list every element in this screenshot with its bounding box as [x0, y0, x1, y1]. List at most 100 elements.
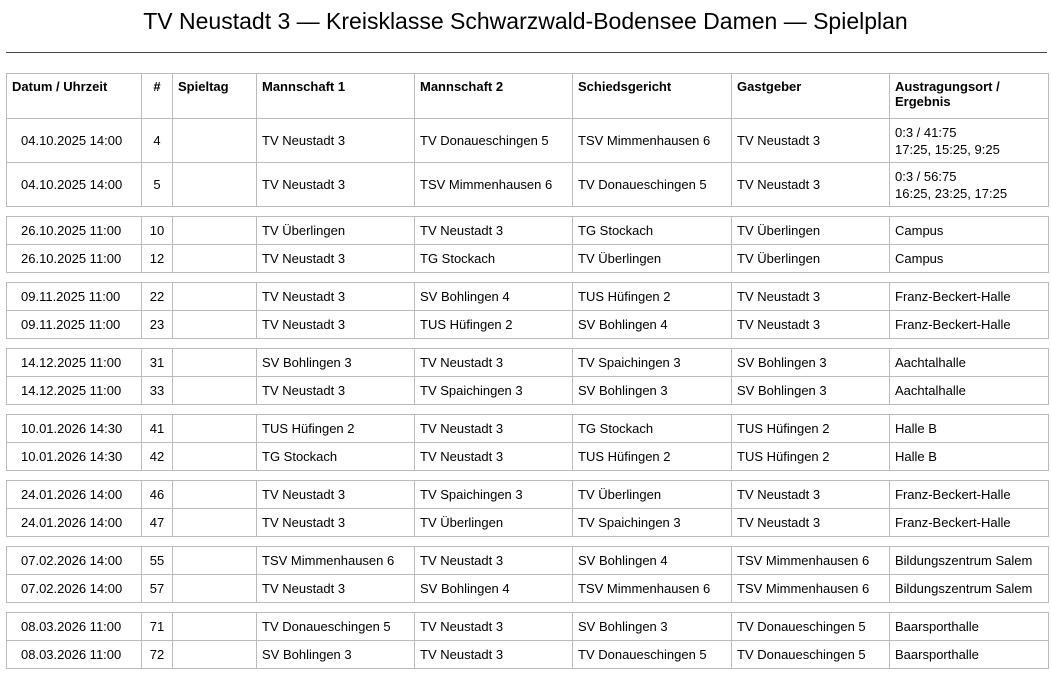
venue-result-cell: Campus: [889, 244, 1049, 273]
match-number-cell: 22: [141, 282, 173, 311]
result-sets: 0:3 / 56:75: [895, 168, 957, 184]
team-2-cell: TV Neustadt 3: [414, 640, 573, 669]
matchday-cell: [172, 640, 257, 669]
referee-cell: TG Stockach: [572, 216, 732, 245]
date-time-cell: 14.12.2025 11:00: [6, 348, 142, 377]
host-cell: TV Überlingen: [731, 216, 890, 245]
referee-cell: TSV Mimmenhausen 6: [572, 118, 732, 163]
team-1-cell: TG Stockach: [256, 442, 415, 471]
referee-cell: SV Bohlingen 3: [572, 612, 732, 641]
referee-cell: TV Spaichingen 3: [572, 508, 732, 537]
venue-result-cell: Baarsporthalle: [889, 612, 1049, 641]
matchday-cell: [172, 282, 257, 311]
referee-cell: TV Donaueschingen 5: [572, 640, 732, 669]
date-time-cell: 24.01.2026 14:00: [6, 480, 142, 509]
venue-result-cell: Franz-Beckert-Halle: [889, 508, 1049, 537]
team-1-cell: TV Neustadt 3: [256, 244, 415, 273]
table-row: 10.01.2026 14:30 41 TUS Hüfingen 2 TV Neust…: [6, 414, 1049, 443]
table-row: 08.03.2026 11:00 72 SV Bohlingen 3 TV Neust…: [6, 640, 1049, 669]
table-row: 14.12.2025 11:00 31 SV Bohlingen 3 TV Neust…: [6, 348, 1049, 377]
referee-cell: TV Überlingen: [572, 244, 732, 273]
referee-cell: SV Bohlingen 4: [572, 546, 732, 575]
match-number-cell: 23: [141, 310, 173, 339]
host-cell: TV Donaueschingen 5: [731, 640, 890, 669]
team-1-cell: TV Donaueschingen 5: [256, 612, 415, 641]
matchday-cell: [172, 574, 257, 603]
match-number-cell: 4: [141, 118, 173, 163]
host-cell: TV Neustadt 3: [731, 480, 890, 509]
table-row: 24.01.2026 14:00 47 TV Neustadt 3 TV Überli…: [6, 508, 1049, 537]
table-row: 26.10.2025 11:00 10 TV Überlingen TV Neusta…: [6, 216, 1049, 245]
host-cell: SV Bohlingen 3: [731, 376, 890, 405]
referee-cell: TV Donaueschingen 5: [572, 162, 732, 207]
host-cell: TV Neustadt 3: [731, 282, 890, 311]
venue-result-cell: Franz-Beckert-Halle: [889, 282, 1049, 311]
match-number-cell: 12: [141, 244, 173, 273]
venue-result-cell: Aachtalhalle: [889, 348, 1049, 377]
date-time-cell: 08.03.2026 11:00: [6, 612, 142, 641]
team-1-cell: TV Neustadt 3: [256, 508, 415, 537]
team-2-cell: TV Neustadt 3: [414, 612, 573, 641]
matchday-cell: [172, 414, 257, 443]
match-number-cell: 55: [141, 546, 173, 575]
date-time-cell: 07.02.2026 14:00: [6, 574, 142, 603]
table-row: 04.10.2025 14:00 5 TV Neustadt 3 TSV Mimmen…: [6, 162, 1049, 207]
column-header: Spieltag: [172, 73, 257, 119]
referee-cell: SV Bohlingen 3: [572, 376, 732, 405]
referee-cell: TV Überlingen: [572, 480, 732, 509]
schedule-table-group: 10.01.2026 14:30 41 TUS Hüfingen 2 TV Neust…: [6, 414, 1049, 471]
table-row: 09.11.2025 11:00 23 TV Neustadt 3 TUS Hüfin…: [6, 310, 1049, 339]
column-header: Datum / Uhrzeit: [6, 73, 142, 119]
team-1-cell: TV Neustadt 3: [256, 376, 415, 405]
table-row: 10.01.2026 14:30 42 TG Stockach TV Neustadt…: [6, 442, 1049, 471]
schedule-table-group: 14.12.2025 11:00 31 SV Bohlingen 3 TV Neust…: [6, 348, 1049, 405]
match-number-cell: 57: [141, 574, 173, 603]
team-2-cell: TG Stockach: [414, 244, 573, 273]
schedule-table-group: 09.11.2025 11:00 22 TV Neustadt 3 SV Bohlin…: [6, 282, 1049, 339]
host-cell: TV Neustadt 3: [731, 162, 890, 207]
referee-cell: TV Spaichingen 3: [572, 348, 732, 377]
matchday-cell: [172, 118, 257, 163]
host-cell: TSV Mimmenhausen 6: [731, 546, 890, 575]
table-row: 07.02.2026 14:00 57 TV Neustadt 3 SV Bohlin…: [6, 574, 1049, 603]
table-row: 08.03.2026 11:00 71 TV Donaueschingen 5 TV …: [6, 612, 1049, 641]
date-time-cell: 04.10.2025 14:00: [6, 162, 142, 207]
table-row: 09.11.2025 11:00 22 TV Neustadt 3 SV Bohlin…: [6, 282, 1049, 311]
table-row: 07.02.2026 14:00 55 TSV Mimmenhausen 6 TV N…: [6, 546, 1049, 575]
match-number-cell: 46: [141, 480, 173, 509]
team-1-cell: TV Neustadt 3: [256, 480, 415, 509]
schedule-table-group: 07.02.2026 14:00 55 TSV Mimmenhausen 6 TV N…: [6, 546, 1049, 603]
schedule-table-group: Datum / Uhrzeit # Spieltag Mannschaft 1 Mann…: [6, 73, 1049, 207]
table-row: 26.10.2025 11:00 12 TV Neustadt 3 TG Stocka…: [6, 244, 1049, 273]
referee-cell: TUS Hüfingen 2: [572, 282, 732, 311]
referee-cell: TSV Mimmenhausen 6: [572, 574, 732, 603]
matchday-cell: [172, 480, 257, 509]
matchday-cell: [172, 546, 257, 575]
venue-result-cell: Halle B: [889, 414, 1049, 443]
venue-result-cell: Halle B: [889, 442, 1049, 471]
match-number-cell: 71: [141, 612, 173, 641]
team-1-cell: TSV Mimmenhausen 6: [256, 546, 415, 575]
referee-cell: SV Bohlingen 4: [572, 310, 732, 339]
team-2-cell: TV Neustadt 3: [414, 216, 573, 245]
column-header: Mannschaft 1: [256, 73, 415, 119]
date-time-cell: 04.10.2025 14:00: [6, 118, 142, 163]
date-time-cell: 07.02.2026 14:00: [6, 546, 142, 575]
table-row: 24.01.2026 14:00 46 TV Neustadt 3 TV Spaich…: [6, 480, 1049, 509]
referee-cell: TG Stockach: [572, 414, 732, 443]
team-2-cell: TV Neustadt 3: [414, 442, 573, 471]
team-1-cell: TV Neustadt 3: [256, 282, 415, 311]
venue-result-cell: 0:3 / 56:75 16:25, 23:25, 17:25: [889, 162, 1049, 207]
team-2-cell: TV Donaueschingen 5: [414, 118, 573, 163]
result-points: 16:25, 23:25, 17:25: [895, 185, 1008, 201]
matchday-cell: [172, 442, 257, 471]
referee-cell: TUS Hüfingen 2: [572, 442, 732, 471]
team-2-cell: TV Neustadt 3: [414, 414, 573, 443]
table-row: 14.12.2025 11:00 33 TV Neustadt 3 TV Spaich…: [6, 376, 1049, 405]
team-2-cell: TV Spaichingen 3: [414, 376, 573, 405]
column-header: Schiedsgericht: [572, 73, 732, 119]
column-header: Gastgeber: [731, 73, 890, 119]
team-2-cell: TV Überlingen: [414, 508, 573, 537]
host-cell: TV Überlingen: [731, 244, 890, 273]
match-number-cell: 33: [141, 376, 173, 405]
